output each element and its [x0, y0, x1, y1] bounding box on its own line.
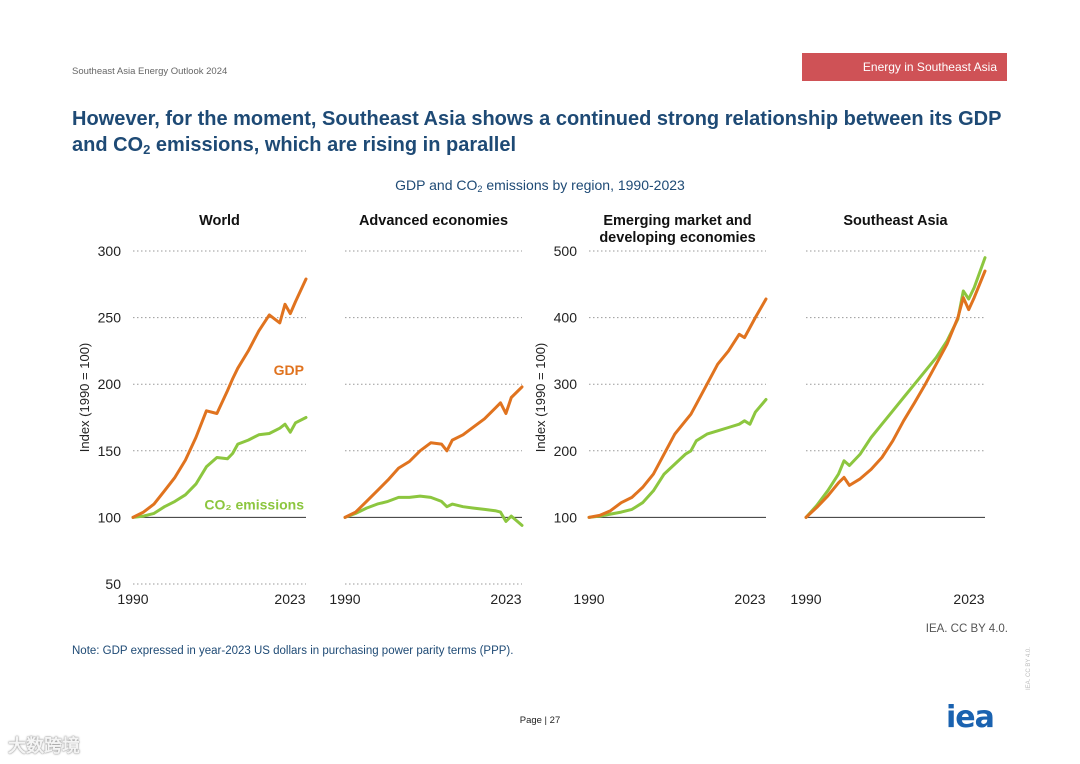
panel-4-x-tick-end: 2023: [953, 591, 984, 607]
figure-title-subscript: 2: [477, 184, 483, 195]
panel-3-y-tick: 400: [554, 310, 578, 326]
panel-4-title: Southeast Asia: [843, 213, 948, 229]
panel-3-y-axis-label: Index (1990 = 100): [533, 343, 548, 453]
headline-text: However, for the moment, Southeast Asia …: [72, 108, 1002, 156]
watermark: 大数跨境: [8, 736, 80, 756]
panel-1-co2-annotation: CO₂ emissions: [204, 496, 304, 512]
headline-text-end: emissions, which are rising in parallel: [150, 134, 517, 156]
panel-1-y-axis-label: Index (1990 = 100): [77, 343, 92, 453]
panel-1-y-tick: 200: [98, 376, 122, 392]
panel-2-x-tick-start: 1990: [329, 591, 360, 607]
panel-2-co2-line: [343, 494, 524, 527]
iea-logo: iea: [946, 700, 995, 735]
figure-title-text: GDP and CO: [395, 177, 478, 193]
document-title: Southeast Asia Energy Outlook 2024: [72, 66, 228, 77]
panel-1-gdp-annotation: GDP: [274, 362, 304, 378]
figure-title: GDP and CO2 emissions by region, 1990-20…: [0, 177, 1080, 195]
panel-2-x-tick-end: 2023: [490, 591, 521, 607]
panel-3-y-tick: 200: [554, 443, 578, 459]
panel-3-x-tick-end: 2023: [734, 591, 765, 607]
side-credit: IEA. CC BY 4.0.: [1026, 647, 1032, 690]
panel-4-co2-line: [804, 256, 987, 519]
panel-3-x-tick-start: 1990: [573, 591, 604, 607]
panel-1-y-tick: 50: [105, 576, 121, 592]
panel-3-gdp-line: [587, 297, 768, 519]
panel-1-y-tick: 150: [98, 443, 122, 459]
page-number: Page | 27: [519, 715, 561, 726]
panel-1-y-tick: 300: [98, 243, 122, 259]
page-headline: However, for the moment, Southeast Asia …: [72, 106, 1012, 160]
panel-3-y-tick: 500: [554, 243, 578, 259]
headline-subscript: 2: [143, 142, 151, 158]
panel-3-y-tick: 300: [554, 376, 578, 392]
panel-2-gdp-line: [343, 385, 524, 519]
panel-1-y-tick: 250: [98, 310, 122, 326]
panel-1-x-tick-end: 2023: [274, 591, 305, 607]
figure-title-text-end: emissions by region, 1990-2023: [482, 177, 685, 193]
panel-3-co2-line: [587, 398, 768, 519]
panel-1-x-tick-start: 1990: [117, 591, 148, 607]
panel-4-gdp-line: [804, 269, 987, 519]
panel-3-y-tick: 100: [554, 509, 578, 525]
panel-4-x-tick-start: 1990: [790, 591, 821, 607]
panel-1-y-tick: 100: [98, 509, 122, 525]
figure-note: Note: GDP expressed in year-2023 US doll…: [72, 645, 514, 657]
panel-1-co2-line: [131, 416, 308, 519]
panel-1-title: World: [199, 213, 240, 229]
credit-line: IEA. CC BY 4.0.: [925, 623, 1008, 635]
section-tag[interactable]: Energy in Southeast Asia: [802, 53, 1007, 81]
panel-1-gdp-line: [131, 277, 308, 519]
panel-3-title: Emerging market and developing economies: [599, 213, 755, 246]
panel-2-title: Advanced economies: [359, 213, 508, 229]
